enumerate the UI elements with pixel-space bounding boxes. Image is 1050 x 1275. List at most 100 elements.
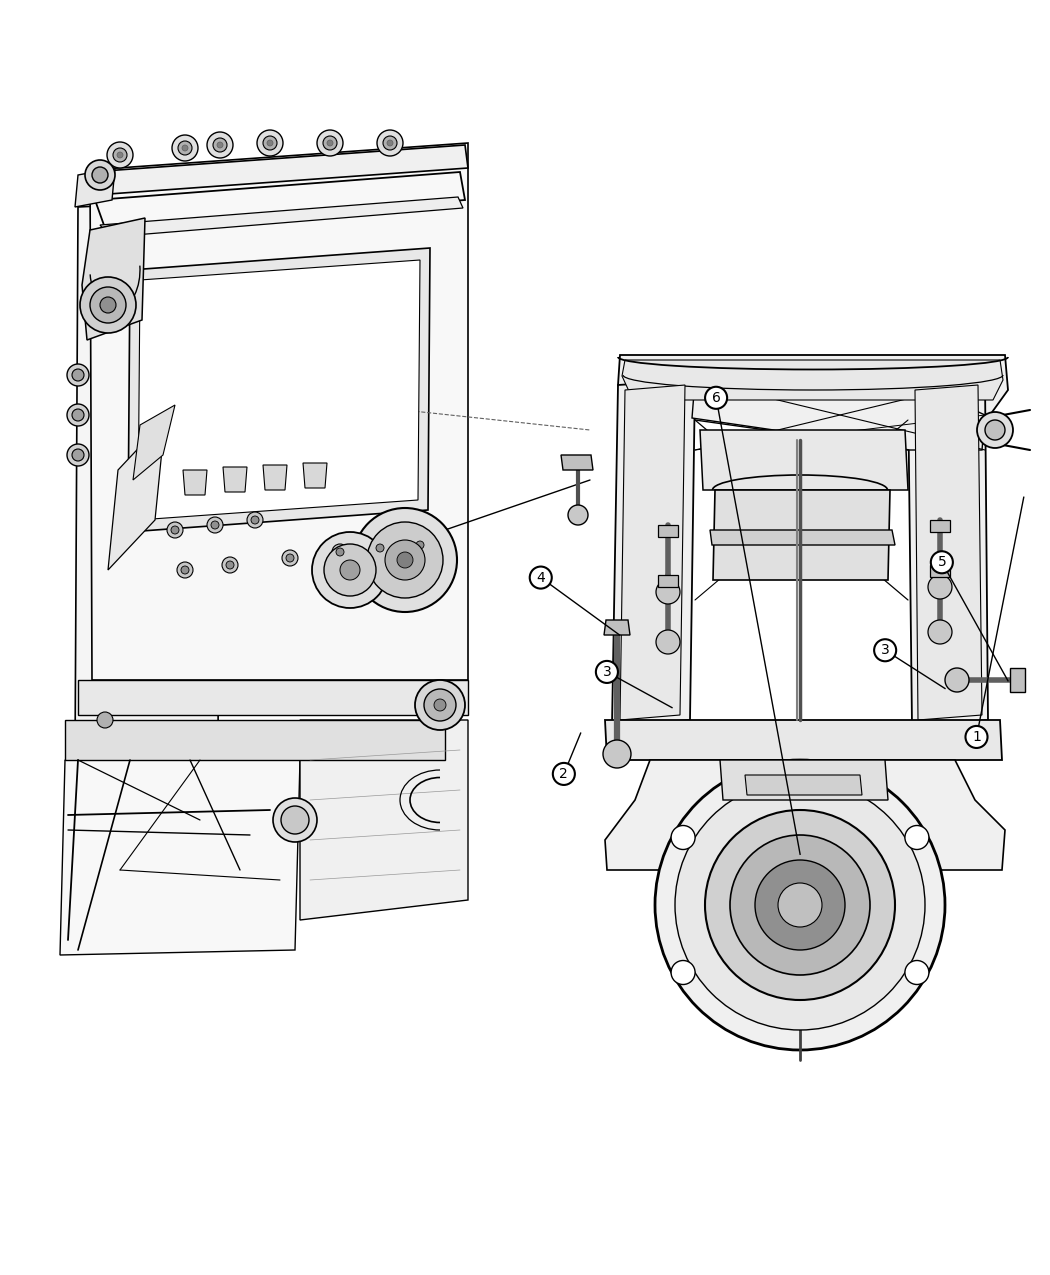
Circle shape xyxy=(985,419,1005,440)
Circle shape xyxy=(415,680,465,731)
Polygon shape xyxy=(300,720,468,921)
Circle shape xyxy=(97,711,113,728)
Circle shape xyxy=(671,825,695,849)
Circle shape xyxy=(167,521,183,538)
Polygon shape xyxy=(75,168,116,207)
Circle shape xyxy=(434,699,446,711)
Polygon shape xyxy=(138,260,420,520)
Circle shape xyxy=(72,368,84,381)
Polygon shape xyxy=(604,620,630,635)
Circle shape xyxy=(172,135,198,161)
Circle shape xyxy=(383,136,397,150)
Circle shape xyxy=(706,386,727,409)
Circle shape xyxy=(397,552,413,567)
Circle shape xyxy=(905,825,929,849)
Text: 3: 3 xyxy=(603,666,611,678)
Circle shape xyxy=(100,297,116,312)
Circle shape xyxy=(182,145,188,150)
Polygon shape xyxy=(620,385,685,720)
Circle shape xyxy=(80,277,136,333)
Polygon shape xyxy=(75,200,220,760)
Polygon shape xyxy=(618,354,1008,414)
Circle shape xyxy=(416,541,424,550)
Polygon shape xyxy=(303,463,327,488)
Polygon shape xyxy=(78,680,468,715)
Circle shape xyxy=(368,521,443,598)
Circle shape xyxy=(945,668,969,692)
Polygon shape xyxy=(700,430,908,490)
Circle shape xyxy=(181,566,189,574)
Circle shape xyxy=(257,130,284,156)
Circle shape xyxy=(327,140,333,147)
Circle shape xyxy=(247,513,262,528)
Circle shape xyxy=(705,810,895,1000)
Circle shape xyxy=(72,409,84,421)
Polygon shape xyxy=(908,380,988,725)
Polygon shape xyxy=(90,145,468,195)
Circle shape xyxy=(656,630,680,654)
Circle shape xyxy=(90,287,126,323)
Circle shape xyxy=(67,363,89,386)
Circle shape xyxy=(340,560,360,580)
Circle shape xyxy=(226,561,234,569)
Circle shape xyxy=(211,521,219,529)
Polygon shape xyxy=(561,455,593,470)
Circle shape xyxy=(675,780,925,1030)
Circle shape xyxy=(530,566,552,589)
Text: 3: 3 xyxy=(881,644,889,657)
Circle shape xyxy=(107,142,133,168)
Circle shape xyxy=(332,544,348,560)
Circle shape xyxy=(424,688,456,720)
Polygon shape xyxy=(713,490,890,580)
Polygon shape xyxy=(94,172,465,228)
Circle shape xyxy=(312,532,388,608)
Polygon shape xyxy=(262,465,287,490)
Circle shape xyxy=(207,133,233,158)
Circle shape xyxy=(92,167,108,184)
Polygon shape xyxy=(915,385,982,720)
Circle shape xyxy=(385,541,425,580)
Polygon shape xyxy=(223,467,247,492)
Circle shape xyxy=(553,762,575,785)
Circle shape xyxy=(286,555,294,562)
Text: 6: 6 xyxy=(712,391,720,404)
Circle shape xyxy=(930,551,953,574)
Circle shape xyxy=(171,527,178,534)
Polygon shape xyxy=(90,143,468,680)
Polygon shape xyxy=(720,760,888,799)
Circle shape xyxy=(262,136,277,150)
Circle shape xyxy=(217,142,223,148)
Circle shape xyxy=(353,507,457,612)
Text: 2: 2 xyxy=(560,768,568,780)
Circle shape xyxy=(778,884,822,927)
Polygon shape xyxy=(658,525,678,537)
Polygon shape xyxy=(930,520,950,532)
Polygon shape xyxy=(183,470,207,495)
Polygon shape xyxy=(658,575,678,586)
Circle shape xyxy=(273,798,317,842)
Polygon shape xyxy=(746,775,862,796)
Polygon shape xyxy=(82,218,145,340)
Circle shape xyxy=(412,537,428,553)
Circle shape xyxy=(928,575,952,599)
Circle shape xyxy=(596,660,617,683)
Polygon shape xyxy=(692,380,985,450)
Circle shape xyxy=(603,740,631,768)
Polygon shape xyxy=(60,760,300,955)
Polygon shape xyxy=(128,249,430,532)
Polygon shape xyxy=(605,720,1002,760)
Polygon shape xyxy=(1010,668,1025,692)
Circle shape xyxy=(323,136,337,150)
Circle shape xyxy=(213,138,227,152)
Circle shape xyxy=(372,541,388,556)
Circle shape xyxy=(72,449,84,462)
Circle shape xyxy=(282,550,298,566)
Circle shape xyxy=(966,725,987,748)
Text: 5: 5 xyxy=(938,556,946,569)
Circle shape xyxy=(874,639,896,662)
Circle shape xyxy=(267,140,273,147)
Circle shape xyxy=(568,505,588,525)
Circle shape xyxy=(324,544,376,595)
Circle shape xyxy=(755,861,845,950)
Circle shape xyxy=(317,130,343,156)
